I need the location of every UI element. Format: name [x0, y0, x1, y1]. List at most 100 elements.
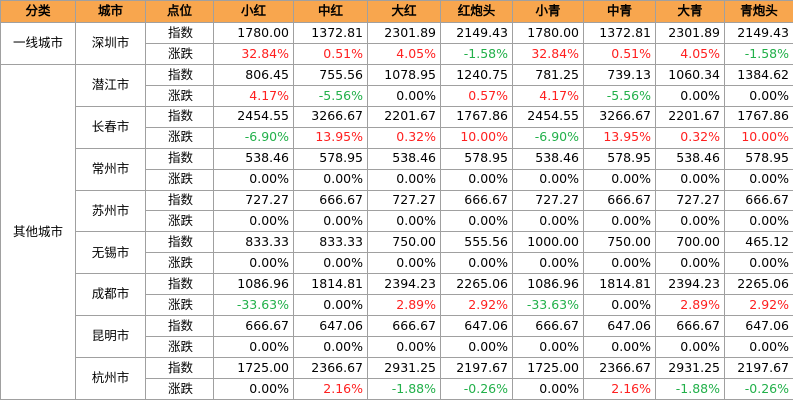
value-cell: 0.00%: [512, 210, 584, 233]
metric-label: 指数: [145, 315, 214, 338]
value-cell: 0.00%: [440, 252, 513, 275]
value-cell: 1725.00: [213, 357, 294, 379]
value-cell: 4.05%: [367, 42, 441, 65]
value-cell: 2931.25: [367, 357, 441, 379]
value-cell: 666.67: [440, 189, 513, 212]
value-cell: 3266.67: [293, 105, 368, 128]
value-cell: 578.95: [583, 147, 656, 170]
value-cell: 755.56: [293, 63, 368, 86]
header-cell: 大青: [655, 0, 725, 23]
metric-label: 涨跌: [145, 252, 214, 275]
table-row: 成都市 指数 1086.96 1814.81 2394.23 2265.06 1086.96…: [1, 273, 793, 317]
value-cell: 727.27: [367, 189, 441, 212]
value-cell: 1725.00: [512, 357, 584, 379]
value-cell: 2454.55: [213, 105, 294, 128]
value-cell: 0.00%: [512, 336, 584, 358]
value-cell: 2197.67: [724, 357, 793, 379]
table-row: 涨跌 -6.90% 13.95% 0.32% 10.00% -6.90% 13.95% 0.3…: [1, 126, 793, 149]
metric-label: 涨跌: [145, 336, 214, 358]
value-cell: 10.00%: [724, 126, 793, 149]
value-cell: 1372.81: [583, 22, 656, 44]
value-cell: 2301.89: [367, 22, 441, 44]
metric-label: 指数: [145, 231, 214, 254]
value-cell: 0.00%: [213, 377, 294, 400]
value-cell: 0.00%: [440, 210, 513, 233]
value-cell: 0.00%: [655, 252, 725, 275]
value-cell: 2197.67: [440, 357, 513, 379]
value-cell: 2265.06: [724, 273, 793, 296]
value-cell: 0.00%: [583, 252, 656, 275]
value-cell: 555.56: [440, 231, 513, 254]
value-cell: 0.00%: [213, 336, 294, 358]
value-cell: 781.25: [512, 63, 584, 86]
value-cell: 0.00%: [367, 168, 441, 191]
value-cell: 0.00%: [440, 168, 513, 191]
value-cell: 4.17%: [213, 84, 294, 107]
value-cell: -6.90%: [512, 126, 584, 149]
category-cell: 其他城市: [0, 63, 76, 400]
value-cell: 0.00%: [724, 168, 793, 191]
table-body: 一线城市 深圳市 指数 1780.00 1372.81 2301.89 2149.43 178…: [0, 22, 793, 400]
value-cell: 0.32%: [367, 126, 441, 149]
value-cell: 1000.00: [512, 231, 584, 254]
value-cell: 0.00%: [583, 168, 656, 191]
value-cell: 2201.67: [655, 105, 725, 128]
value-cell: 0.00%: [293, 336, 368, 358]
city-cell: 潜江市: [75, 63, 146, 107]
table-row: 涨跌 0.00% 0.00% 0.00% 0.00% 0.00% 0.00% 0.00% 0.0…: [1, 252, 793, 275]
value-cell: 0.51%: [293, 42, 368, 65]
city-cell: 成都市: [75, 273, 146, 317]
value-cell: 2.16%: [583, 377, 656, 400]
value-cell: 2366.67: [583, 357, 656, 379]
table-row: 苏州市 指数 727.27 666.67 727.27 666.67 727.27 666.6…: [1, 189, 793, 233]
value-cell: 0.00%: [293, 210, 368, 233]
value-cell: 32.84%: [213, 42, 294, 65]
value-cell: 1780.00: [213, 22, 294, 44]
value-cell: -0.26%: [440, 377, 513, 400]
table-row: 常州市 指数 538.46 578.95 538.46 578.95 538.46 578.9…: [1, 147, 793, 191]
value-cell: 0.00%: [440, 336, 513, 358]
value-cell: 2.16%: [293, 377, 368, 400]
value-cell: 2454.55: [512, 105, 584, 128]
table-row: 杭州市 指数 1725.00 2366.67 2931.25 2197.67 1725.00…: [1, 357, 793, 400]
value-cell: 727.27: [512, 189, 584, 212]
value-cell: 0.00%: [293, 294, 368, 317]
value-cell: 1078.95: [367, 63, 441, 86]
value-cell: -6.90%: [213, 126, 294, 149]
metric-label: 指数: [145, 273, 214, 296]
metric-label: 指数: [145, 105, 214, 128]
value-cell: 0.00%: [293, 168, 368, 191]
value-cell: 1086.96: [213, 273, 294, 296]
value-cell: 4.17%: [512, 84, 584, 107]
header-cell: 小青: [512, 0, 584, 23]
value-cell: -1.88%: [655, 377, 725, 400]
value-cell: 0.00%: [367, 252, 441, 275]
value-cell: 0.00%: [213, 252, 294, 275]
value-cell: 0.00%: [367, 210, 441, 233]
value-cell: 13.95%: [583, 126, 656, 149]
value-cell: 0.00%: [655, 336, 725, 358]
value-cell: 666.67: [655, 315, 725, 338]
value-cell: 727.27: [655, 189, 725, 212]
value-cell: 2301.89: [655, 22, 725, 44]
value-cell: 0.00%: [724, 84, 793, 107]
header-cell: 中红: [293, 0, 368, 23]
table-row: 其他城市 潜江市 指数 806.45 755.56 1078.95 1240.75 781.2…: [0, 63, 793, 400]
value-cell: 0.57%: [440, 84, 513, 107]
metric-label: 指数: [145, 63, 214, 86]
value-cell: 2931.25: [655, 357, 725, 379]
value-cell: -5.56%: [583, 84, 656, 107]
metric-label: 涨跌: [145, 42, 214, 65]
value-cell: 1814.81: [583, 273, 656, 296]
header-row: 分类 城市 点位 小红 中红 大红 红炮头 小青 中青 大青 青炮头: [0, 0, 793, 23]
value-cell: 32.84%: [512, 42, 584, 65]
value-cell: 750.00: [583, 231, 656, 254]
value-cell: 0.00%: [367, 336, 441, 358]
value-cell: 2366.67: [293, 357, 368, 379]
value-cell: 465.12: [724, 231, 793, 254]
header-cell: 点位: [145, 0, 214, 23]
value-cell: 538.46: [655, 147, 725, 170]
value-cell: 2265.06: [440, 273, 513, 296]
